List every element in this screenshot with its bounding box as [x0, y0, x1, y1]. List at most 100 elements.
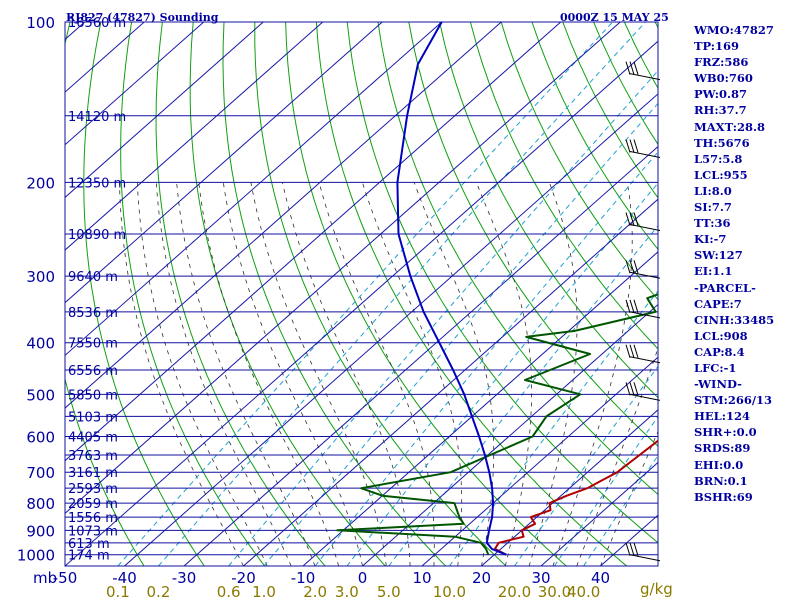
index-item: SI:7.7	[694, 200, 732, 215]
wind-barb	[629, 73, 661, 81]
isotherm-line	[540, 461, 658, 566]
pressure-tick-label: 1000	[17, 547, 55, 565]
isotherms	[65, 22, 658, 566]
wind-barb-flag	[633, 139, 639, 153]
wind-barb	[629, 393, 661, 401]
index-item: CAP:8.4	[694, 344, 745, 359]
index-item: RH:37.7	[694, 103, 747, 118]
temperature-tick-label: 10	[412, 569, 431, 587]
wind-barb-flag	[629, 260, 635, 274]
mixing-ratio-tick-label: 3.0	[335, 583, 359, 600]
mixing-ratio-tick-label: 2.0	[303, 583, 327, 600]
mixing-ratio-line	[117, 22, 614, 566]
dry-adiabat-line	[189, 22, 386, 566]
wind-barb	[629, 224, 661, 232]
wind-barb-flag	[633, 344, 639, 358]
height-label: 3161 m	[68, 466, 118, 481]
temperature-tick-label: -40	[112, 569, 137, 587]
isotherm-line	[481, 409, 658, 566]
wind-barb-flag	[633, 542, 639, 556]
height-label: 9640 m	[68, 270, 118, 285]
moist-adiabat-line	[476, 182, 532, 566]
pressure-tick-label: 700	[26, 464, 55, 482]
temperature-labels: -50 -40 -30 -20 -10 0 10 20 30 40	[53, 569, 610, 587]
temperature-tick-label: -20	[231, 569, 256, 587]
isotherm-line	[124, 93, 658, 566]
wind-barb-flag	[633, 382, 639, 396]
wind-barb-flag	[629, 299, 635, 313]
isotherm-line	[65, 22, 621, 515]
pressure-tick-label: 200	[26, 174, 55, 192]
moist-adiabat-line	[318, 182, 435, 566]
wind-barb-flag	[625, 299, 631, 313]
index-item: STM:266/13	[694, 393, 773, 408]
wind-barb-flag	[629, 212, 635, 226]
index-item: -PARCEL-	[694, 280, 756, 295]
index-item: PW:0.87	[694, 87, 748, 102]
moist-adiabat-line	[137, 182, 268, 566]
isotherm-line	[421, 356, 658, 566]
isobars	[65, 21, 658, 556]
pressure-tick-label: 400	[26, 335, 55, 353]
index-item: -WIND-	[694, 377, 742, 392]
wind-barb-flag	[625, 542, 631, 556]
mixing-ratio-unit: g/kg	[640, 580, 673, 598]
wind-barb-flag	[629, 382, 635, 396]
isotherm-line	[65, 22, 205, 146]
isotherm-line	[243, 198, 658, 566]
height-label: 14120 m	[68, 110, 126, 125]
index-item: LCL:908	[694, 328, 748, 343]
wind-barb	[629, 311, 661, 319]
isotherm-line	[65, 22, 562, 462]
wind-barb-flag	[633, 299, 639, 313]
dry-adiabat-line	[254, 22, 507, 566]
plot-frame	[64, 21, 659, 567]
mixing-ratio-line	[228, 70, 658, 566]
index-item: SHR+:0.0	[694, 425, 757, 440]
temperature-tick-label: 40	[591, 569, 610, 587]
pressure-tick-label: 900	[26, 522, 55, 540]
mixing-ratio-line	[388, 224, 658, 566]
height-label: 5103 m	[68, 410, 118, 425]
moist-adiabat-line	[155, 182, 292, 566]
wind-barb-flag	[629, 542, 635, 556]
isotherm-line	[183, 145, 658, 566]
height-label: 2059 m	[68, 497, 118, 512]
dewpoint-profile	[336, 293, 658, 556]
moist-adiabat-line	[176, 182, 316, 566]
index-item: SW:127	[694, 248, 743, 263]
isotherm-line	[65, 22, 443, 357]
index-item: WB0:760	[694, 71, 753, 86]
chart-datetime: 0000Z 15 MAY 25	[560, 11, 669, 24]
wind-barb	[629, 554, 661, 562]
temperature-tick-label: 20	[472, 569, 491, 587]
moist-adiabat-line	[250, 182, 387, 566]
height-label: 4405 m	[68, 431, 118, 446]
wind-barb-flag	[625, 382, 631, 396]
dry-adiabat-line	[222, 22, 447, 566]
moist-adiabat-line	[552, 182, 633, 566]
index-item: WMO:47827	[694, 23, 774, 37]
isotherm-line	[65, 22, 383, 304]
mixing-ratio-line	[448, 290, 658, 566]
temperature-profile	[493, 439, 658, 556]
mixing-ratio-tick-label: 0.2	[147, 583, 171, 600]
height-label: 174 m	[68, 549, 110, 564]
wind-barb	[629, 271, 661, 279]
mixing-ratio-tick-label: 0.6	[217, 583, 241, 600]
mixing-ratio-tick-label: 20.0	[498, 583, 531, 600]
index-item: BRN:0.1	[694, 473, 748, 488]
wind-barb-flag	[633, 212, 639, 226]
pressure-tick-label: 800	[26, 495, 55, 513]
dry-adiabats	[65, 22, 658, 566]
pressure-labels: 100 200 300 400 500 600 700 800 900 1000	[17, 14, 55, 565]
index-item: CAPE:7	[694, 296, 742, 311]
wind-barb-flag	[625, 212, 631, 226]
height-label: 16560 m	[68, 16, 126, 31]
index-item: TT:36	[694, 216, 731, 231]
dry-adiabat-line	[120, 22, 266, 566]
index-item: LCL:955	[694, 167, 748, 182]
dry-adiabat-line	[531, 22, 658, 251]
height-label: 8536 m	[68, 306, 118, 321]
moist-adiabats	[119, 182, 658, 566]
